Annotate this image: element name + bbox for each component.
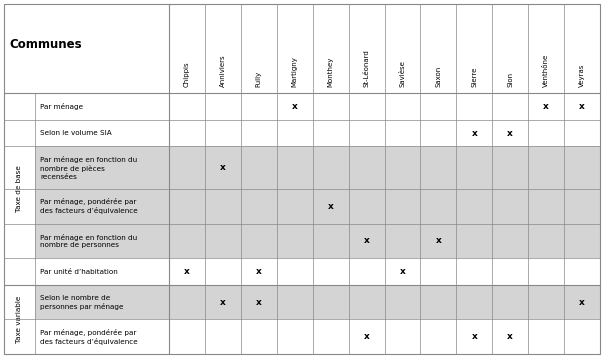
Text: x: x — [220, 163, 226, 172]
Text: Par ménage en fonction du
nombre de personnes: Par ménage en fonction du nombre de pers… — [40, 233, 137, 248]
Text: Selon le nombre de
personnes par ménage: Selon le nombre de personnes par ménage — [40, 295, 123, 310]
Text: Fully: Fully — [256, 71, 262, 87]
Text: Sion: Sion — [507, 72, 513, 87]
Text: x: x — [256, 267, 262, 276]
Text: Chippis: Chippis — [184, 62, 190, 87]
Text: Saxon: Saxon — [435, 66, 442, 87]
Bar — [4, 285, 600, 319]
Text: x: x — [364, 236, 370, 246]
Bar — [4, 93, 35, 285]
Text: St-Léonard: St-Léonard — [364, 49, 370, 87]
Bar — [4, 146, 600, 189]
Text: Anniviers: Anniviers — [220, 55, 226, 87]
Text: x: x — [435, 236, 442, 246]
Text: Par ménage, pondérée par
des facteurs d’équivalence: Par ménage, pondérée par des facteurs d’… — [40, 329, 138, 345]
Text: x: x — [400, 267, 405, 276]
Text: Taxe variable: Taxe variable — [16, 296, 22, 343]
Text: Savièse: Savièse — [399, 61, 405, 87]
Text: x: x — [507, 129, 513, 138]
Text: Selon le volume SIA: Selon le volume SIA — [40, 130, 112, 136]
Text: x: x — [220, 297, 226, 306]
Text: Communes: Communes — [9, 38, 82, 51]
Text: x: x — [579, 297, 585, 306]
Text: Sierre: Sierre — [471, 67, 477, 87]
Text: Martigny: Martigny — [292, 56, 298, 87]
Text: x: x — [472, 332, 477, 341]
Bar — [4, 189, 600, 224]
Text: x: x — [364, 332, 370, 341]
Text: x: x — [543, 102, 549, 111]
Text: Venthône: Venthône — [543, 54, 549, 87]
Text: Par ménage en fonction du
nombre de pièces
recensées: Par ménage en fonction du nombre de pièc… — [40, 156, 137, 180]
Text: x: x — [507, 332, 513, 341]
Text: x: x — [292, 102, 298, 111]
Text: x: x — [256, 297, 262, 306]
Text: x: x — [472, 129, 477, 138]
Text: x: x — [328, 202, 333, 211]
Text: x: x — [579, 102, 585, 111]
Bar — [4, 224, 600, 258]
Text: Monthey: Monthey — [328, 57, 333, 87]
Bar — [4, 285, 35, 354]
Text: Par unité d’habitation: Par unité d’habitation — [40, 268, 118, 275]
Bar — [4, 4, 600, 93]
Text: Par ménage: Par ménage — [40, 103, 83, 110]
Text: Par ménage, pondérée par
des facteurs d’équivalence: Par ménage, pondérée par des facteurs d’… — [40, 198, 138, 214]
Text: x: x — [184, 267, 190, 276]
Text: Veyras: Veyras — [579, 64, 585, 87]
Text: Taxe de base: Taxe de base — [16, 166, 22, 213]
